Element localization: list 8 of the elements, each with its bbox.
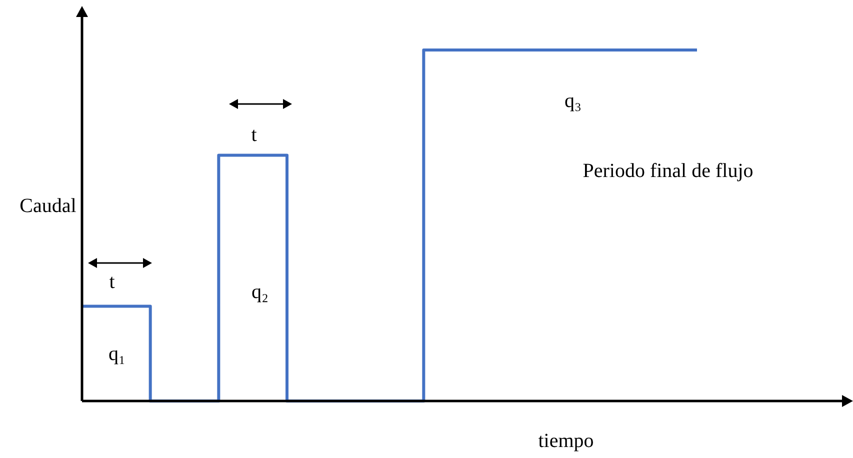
annotation: q₃ — [564, 90, 582, 112]
annotation: t — [251, 124, 258, 146]
annotation: t — [109, 271, 116, 293]
x-axis-title: tiempo — [538, 430, 594, 452]
annotation: Periodo final de flujo — [582, 160, 754, 182]
annotation: q₁ — [108, 343, 126, 365]
y-axis-title: Caudal — [20, 195, 77, 217]
annotation: q₂ — [252, 281, 268, 303]
